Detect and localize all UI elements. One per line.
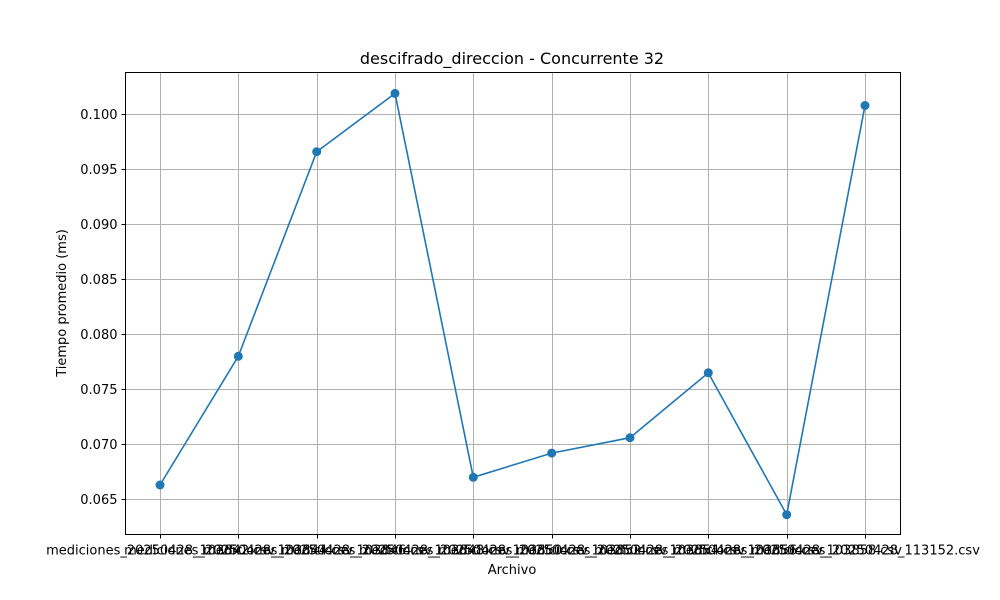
x-tick-label: mediciones_20250428_103842.csv xyxy=(46,544,275,559)
x-tick-label: mediciones_20250428_103856.csv xyxy=(594,544,823,559)
data-point xyxy=(468,472,478,482)
x-tick-label: mediciones_20250428_103854.csv xyxy=(516,544,745,559)
data-point xyxy=(390,88,400,98)
x-tick-label: mediciones_20250428_103844.csv xyxy=(124,544,353,559)
data-point xyxy=(312,147,322,157)
data-point xyxy=(782,510,792,520)
series xyxy=(155,88,870,520)
x-axis-label: Archivo xyxy=(488,563,537,578)
series-line xyxy=(159,92,866,518)
plot-frame xyxy=(125,72,901,535)
data-point xyxy=(547,448,557,458)
y-tick-label: 0.095 xyxy=(80,163,117,178)
data-point xyxy=(703,368,713,378)
y-tick-label: 0.065 xyxy=(80,493,117,508)
x-tick-label: mediciones_20250428_103848.csv xyxy=(281,544,510,559)
y-axis-ticks: 0.065 0.070 0.075 0.080 0.085 0.090 0.095 0.100 xyxy=(80,108,126,508)
y-tick-label: 0.100 xyxy=(80,108,117,123)
data-point xyxy=(155,480,165,490)
y-tick-label: 0.070 xyxy=(80,438,117,453)
y-tick-label: 0.090 xyxy=(80,218,117,233)
x-tick-label: mediciones_20250428_103852.csv xyxy=(438,544,667,559)
x-tick-label: mediciones_20250428_113152.csv xyxy=(751,544,980,559)
y-tick-label: 0.075 xyxy=(80,383,117,398)
x-tick-label: mediciones_20250428_103850.csv xyxy=(359,544,588,559)
y-tick-label: 0.085 xyxy=(80,273,117,288)
chart-title: descifrado_direccion - Concurrente 32 xyxy=(360,49,664,69)
y-tick-label: 0.080 xyxy=(80,328,117,343)
data-point xyxy=(860,101,870,110)
y-axis-label: Tiempo promedio (ms) xyxy=(55,229,70,378)
x-tick-label: mediciones_20250428_103846.csv xyxy=(203,544,432,559)
x-tick-label: mediciones_20250428_103858.csv xyxy=(673,544,902,559)
x-axis-ticks: mediciones_20250428_103842.csvmediciones… xyxy=(46,534,980,559)
data-point xyxy=(625,433,635,443)
data-point xyxy=(233,351,243,361)
